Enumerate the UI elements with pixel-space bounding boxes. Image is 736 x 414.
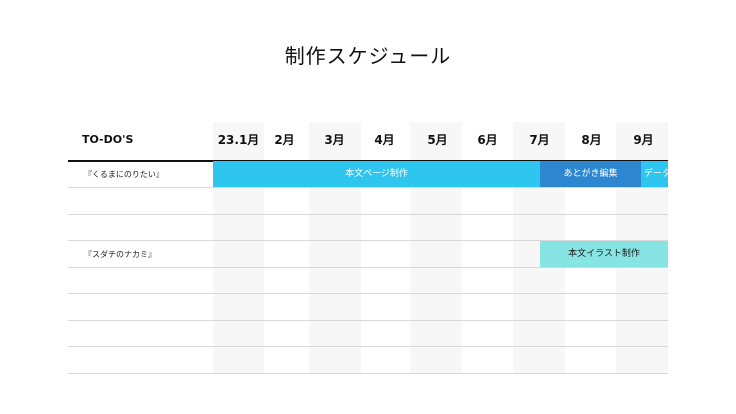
- row-divider: [68, 346, 668, 347]
- month-header: 6月: [477, 133, 498, 147]
- month-header: 23.1月: [217, 133, 260, 147]
- month-header: 7月: [529, 133, 550, 147]
- month-header: 3月: [324, 133, 345, 147]
- row-divider: [68, 240, 668, 241]
- month-header: 2月: [274, 133, 295, 147]
- month-header: 4月: [374, 133, 395, 147]
- row-divider: [68, 214, 668, 215]
- task-bar[interactable]: あとがき編集: [540, 161, 641, 187]
- row-label: 『スダチのナカミ』: [84, 250, 156, 259]
- row-divider: [68, 373, 668, 374]
- task-bar[interactable]: 本文イラスト制作: [540, 241, 668, 267]
- task-bar[interactable]: データ: [641, 161, 668, 187]
- task-bar[interactable]: 本文ページ制作: [213, 161, 540, 187]
- row-divider: [68, 293, 668, 294]
- month-header: 9月: [633, 133, 654, 147]
- row-divider: [68, 187, 668, 188]
- month-header: 8月: [581, 133, 602, 147]
- slide-title: 制作スケジュール: [284, 44, 452, 68]
- todo-column-header: TO-DO'S: [82, 133, 134, 146]
- month-header: 5月: [427, 133, 448, 147]
- row-label: 『くるまにのりたい』: [84, 170, 164, 179]
- row-divider: [68, 267, 668, 268]
- row-divider: [68, 320, 668, 321]
